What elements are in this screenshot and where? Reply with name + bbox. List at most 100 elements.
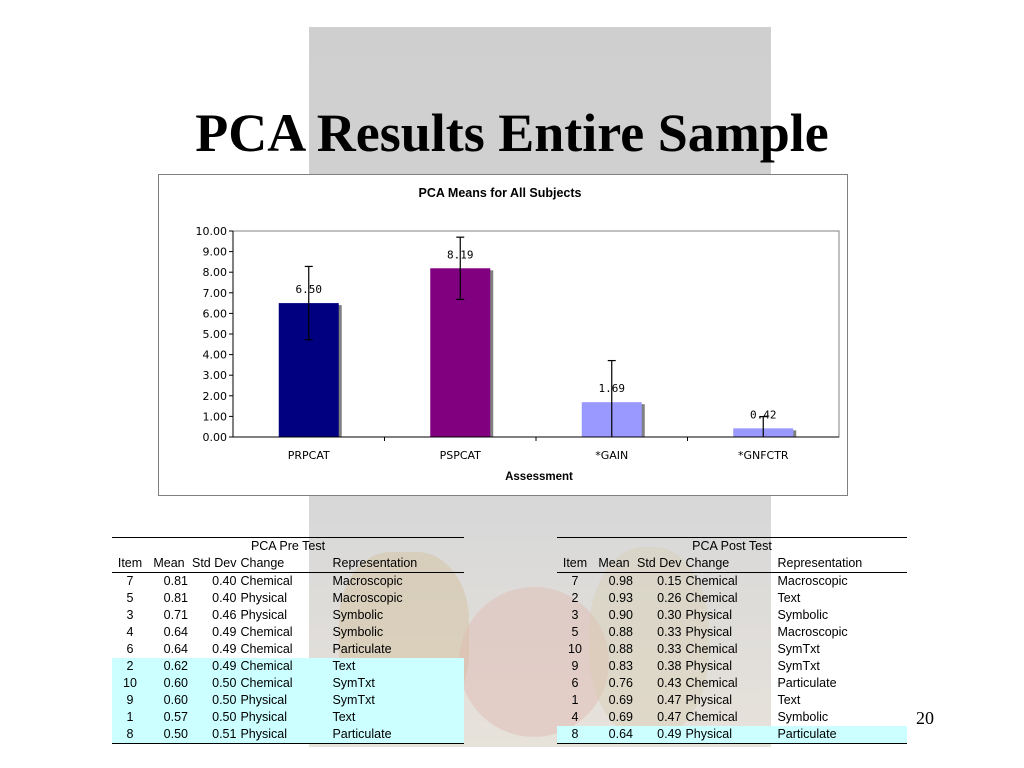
cell-std-dev: 0.38: [657, 659, 682, 673]
cell-representation: Particulate: [330, 726, 464, 744]
table-row: 2 0.62 0.49 Chemical Text: [112, 658, 464, 675]
cell-item: 6: [571, 676, 579, 690]
cell-mean: 0.62: [148, 658, 190, 675]
cell-representation: Text: [777, 591, 801, 605]
cell-mean: 0.60: [148, 675, 190, 692]
table-row: 4 0.69 0.47 Chemical Symbolic: [557, 709, 907, 726]
cell-item: 2: [571, 591, 579, 605]
table-row: 2 0.93 0.26 Chemical Text: [557, 590, 907, 607]
cell-mean: 0.83: [608, 659, 633, 673]
cell-item: 6: [126, 642, 134, 656]
cell-std-dev: 0.43: [657, 676, 682, 690]
cell-mean: 0.64: [163, 625, 188, 639]
cell-mean: 0.81: [163, 591, 188, 605]
cell-item: 4: [571, 710, 579, 724]
cell-change: Chemical: [238, 658, 331, 675]
cell-change: Chemical: [685, 676, 738, 690]
cell-change: Physical: [683, 726, 776, 744]
cell-representation: SymTxt: [777, 642, 820, 656]
col-header-item: Item: [557, 555, 593, 573]
cell-std-dev: 0.49: [635, 726, 684, 744]
cell-item: 7: [571, 574, 579, 588]
cell-representation: Text: [330, 658, 464, 675]
col-header-std-dev: Std Dev: [635, 555, 684, 573]
y-tick-label: 7.00: [203, 287, 228, 300]
cell-item: 2: [112, 658, 148, 675]
table-row: 8 0.64 0.49 Physical Particulate: [557, 726, 907, 744]
cell-std-dev: 0.50: [190, 675, 239, 692]
cell-std-dev: 0.47: [657, 710, 682, 724]
cell-std-dev: 0.47: [657, 693, 682, 707]
cell-std-dev: 0.46: [212, 608, 237, 622]
cell-std-dev: 0.33: [657, 625, 682, 639]
cell-change: Chemical: [240, 574, 293, 588]
bar-chart: PCA Means for All Subjects 0.00 1.00 2.00 3.…: [196, 186, 840, 483]
cell-representation: Particulate: [777, 676, 837, 690]
table-row: 6 0.76 0.43 Chemical Particulate: [557, 675, 907, 692]
cell-item: 3: [126, 608, 134, 622]
cell-representation: SymTxt: [330, 692, 464, 709]
cell-representation: Macroscopic: [332, 574, 403, 588]
cell-item: 10: [568, 642, 582, 656]
cell-std-dev: 0.50: [190, 709, 239, 726]
cell-representation: Particulate: [775, 726, 907, 744]
post-test-table: PCA Post Test Item Mean Std Dev Change R…: [557, 537, 907, 744]
cell-mean: 0.90: [608, 608, 633, 622]
y-tick-label: 1.00: [203, 410, 228, 423]
cell-item: 1: [571, 693, 579, 707]
col-header-std-dev: Std Dev: [190, 555, 239, 573]
pre-test-table: PCA Pre Test Item Mean Std Dev Change Re…: [112, 537, 464, 744]
cell-item: 8: [557, 726, 593, 744]
table-row: 9 0.83 0.38 Physical SymTxt: [557, 658, 907, 675]
cell-item: 5: [126, 591, 134, 605]
cell-change: Chemical: [685, 591, 738, 605]
cell-change: Chemical: [238, 675, 331, 692]
cell-std-dev: 0.49: [190, 658, 239, 675]
chart-container: PCA Means for All Subjects 0.00 1.00 2.00 3.…: [158, 174, 848, 496]
cell-item: 5: [571, 625, 579, 639]
post-test-group-title: PCA Post Test: [557, 537, 907, 555]
x-tick-label: *GNFCTR: [738, 449, 789, 462]
cell-mean: 0.57: [148, 709, 190, 726]
background-photo-bottle: [589, 547, 709, 737]
data-label: 0.42: [750, 408, 777, 421]
cell-representation: Text: [330, 709, 464, 726]
cell-std-dev: 0.51: [190, 726, 239, 744]
cell-representation: Symbolic: [332, 608, 384, 622]
cell-change: Chemical: [685, 574, 738, 588]
y-tick-label: 2.00: [203, 390, 228, 403]
post-test-rows: 7 0.98 0.15 Chemical Macroscopic 2 0.93 0.26 Che…: [557, 573, 907, 744]
cell-mean: 0.93: [608, 591, 633, 605]
cell-mean: 0.64: [163, 642, 188, 656]
x-tick-label: PSPCAT: [440, 449, 482, 462]
cell-std-dev: 0.33: [657, 642, 682, 656]
cell-change: Physical: [240, 608, 288, 622]
cell-change: Physical: [238, 709, 331, 726]
table-row: 7 0.81 0.40 Chemical Macroscopic: [112, 573, 464, 591]
pre-test-rows: 7 0.81 0.40 Chemical Macroscopic 5 0.81 0.40 Phy…: [112, 573, 464, 744]
cell-change: Physical: [240, 591, 288, 605]
table-row: 1 0.69 0.47 Physical Text: [557, 692, 907, 709]
cell-representation: Macroscopic: [332, 591, 403, 605]
table-row: 5 0.81 0.40 Physical Macroscopic: [112, 590, 464, 607]
col-header-mean: Mean: [593, 555, 635, 573]
cell-mean: 0.60: [148, 692, 190, 709]
cell-mean: 0.98: [608, 574, 633, 588]
y-tick-label: 9.00: [203, 246, 228, 259]
cell-representation: Text: [777, 693, 801, 707]
cell-mean: 0.88: [608, 642, 633, 656]
cell-representation: SymTxt: [330, 675, 464, 692]
cell-item: 8: [112, 726, 148, 744]
table-row: 10 0.60 0.50 Chemical SymTxt: [112, 675, 464, 692]
cell-change: Physical: [685, 608, 733, 622]
cell-std-dev: 0.49: [212, 642, 237, 656]
table-row: 3 0.71 0.46 Physical Symbolic: [112, 607, 464, 624]
cell-mean: 0.50: [148, 726, 190, 744]
cell-item: 10: [112, 675, 148, 692]
background-photo-beaker: [459, 587, 609, 737]
y-tick-label: 4.00: [203, 349, 228, 362]
cell-representation: Symbolic: [777, 608, 829, 622]
col-header-representation: Representation: [330, 555, 464, 573]
col-header-representation: Representation: [775, 555, 907, 573]
cell-representation: SymTxt: [777, 659, 820, 673]
